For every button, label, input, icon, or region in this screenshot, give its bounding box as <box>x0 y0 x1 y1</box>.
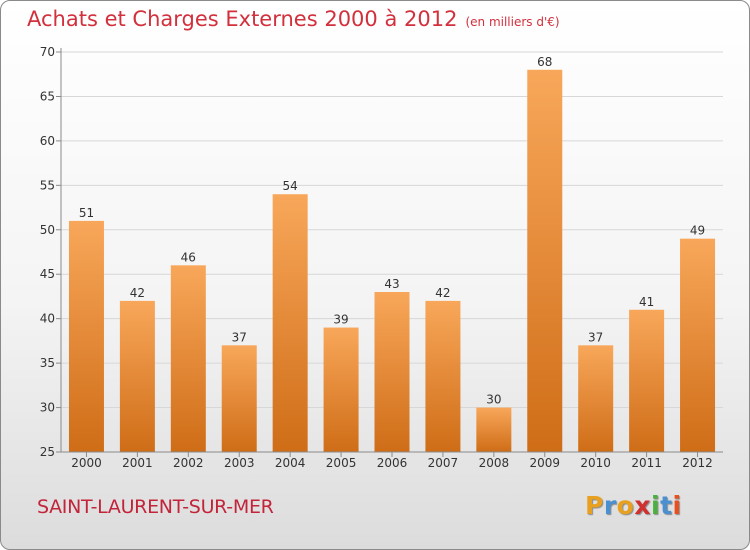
bar-value-label: 30 <box>486 393 501 407</box>
bar <box>374 292 410 452</box>
logo-letter: x <box>634 491 651 520</box>
bar <box>578 345 614 452</box>
chart-title-text: Achats et Charges Externes 2000 à 2012 <box>27 7 458 31</box>
bar <box>527 69 563 453</box>
proxiti-logo[interactable]: Proxiti <box>585 491 682 520</box>
x-tick-label: 2002 <box>173 456 204 470</box>
x-tick-label: 2000 <box>71 456 102 470</box>
logo-letter: t <box>660 491 673 520</box>
y-tick-label: 50 <box>40 223 55 237</box>
bar <box>680 238 716 452</box>
bar <box>68 220 104 452</box>
bar <box>425 300 461 452</box>
x-tick-label: 2004 <box>275 456 306 470</box>
bar-value-label: 42 <box>435 286 450 300</box>
chart-subtitle: (en milliers d'€) <box>465 15 560 29</box>
x-tick-label: 2011 <box>631 456 662 470</box>
logo-letter: i <box>651 491 661 520</box>
y-tick-label: 65 <box>40 89 55 103</box>
y-tick-label: 40 <box>40 312 55 326</box>
bar-value-label: 54 <box>283 179 298 193</box>
logo-letter: r <box>603 491 617 520</box>
logo-letter: o <box>616 491 635 520</box>
bar-value-label: 37 <box>232 330 247 344</box>
y-tick-label: 55 <box>40 178 55 192</box>
y-tick-label: 35 <box>40 356 55 370</box>
x-tick-label: 2003 <box>224 456 255 470</box>
logo-letter: i <box>672 491 682 520</box>
chart-title: Achats et Charges Externes 2000 à 2012 (e… <box>27 7 560 31</box>
bar-value-label: 46 <box>181 250 196 264</box>
x-tick-label: 2010 <box>580 456 611 470</box>
x-tick-label: 2006 <box>377 456 408 470</box>
bar <box>629 309 665 452</box>
bar <box>323 327 359 452</box>
y-tick-label: 30 <box>40 401 55 415</box>
x-tick-label: 2001 <box>122 456 153 470</box>
bar <box>119 300 155 452</box>
bars: 51 42 46 37 54 39 43 42 30 68 37 41 49 <box>68 55 716 453</box>
y-tick-label: 60 <box>40 134 55 148</box>
bar-value-label: 43 <box>384 277 399 291</box>
bar-value-label: 51 <box>79 206 94 220</box>
bar-value-label: 37 <box>588 330 603 344</box>
bar <box>221 345 257 452</box>
bar-value-label: 68 <box>537 55 552 69</box>
bar <box>170 265 206 452</box>
bar-value-label: 39 <box>333 313 348 327</box>
bar-value-label: 41 <box>639 295 654 309</box>
logo-letter: P <box>585 491 604 520</box>
bar <box>476 407 512 452</box>
y-tick-label: 45 <box>40 267 55 281</box>
bar <box>272 194 308 452</box>
y-tick-label: 70 <box>40 45 55 59</box>
x-tick-label: 2009 <box>529 456 560 470</box>
axes: 25 30 35 40 45 50 55 60 65 70 2000 2001 2002 2003 2004… <box>40 45 723 470</box>
x-tick-label: 2007 <box>428 456 459 470</box>
bar-value-label: 42 <box>130 286 145 300</box>
x-tick-label: 2008 <box>479 456 510 470</box>
x-tick-label: 2012 <box>682 456 713 470</box>
bar-value-label: 49 <box>690 224 705 238</box>
town-name: SAINT-LAURENT-SUR-MER <box>37 496 274 518</box>
x-tick-label: 2005 <box>326 456 357 470</box>
y-tick-label: 25 <box>40 445 55 459</box>
